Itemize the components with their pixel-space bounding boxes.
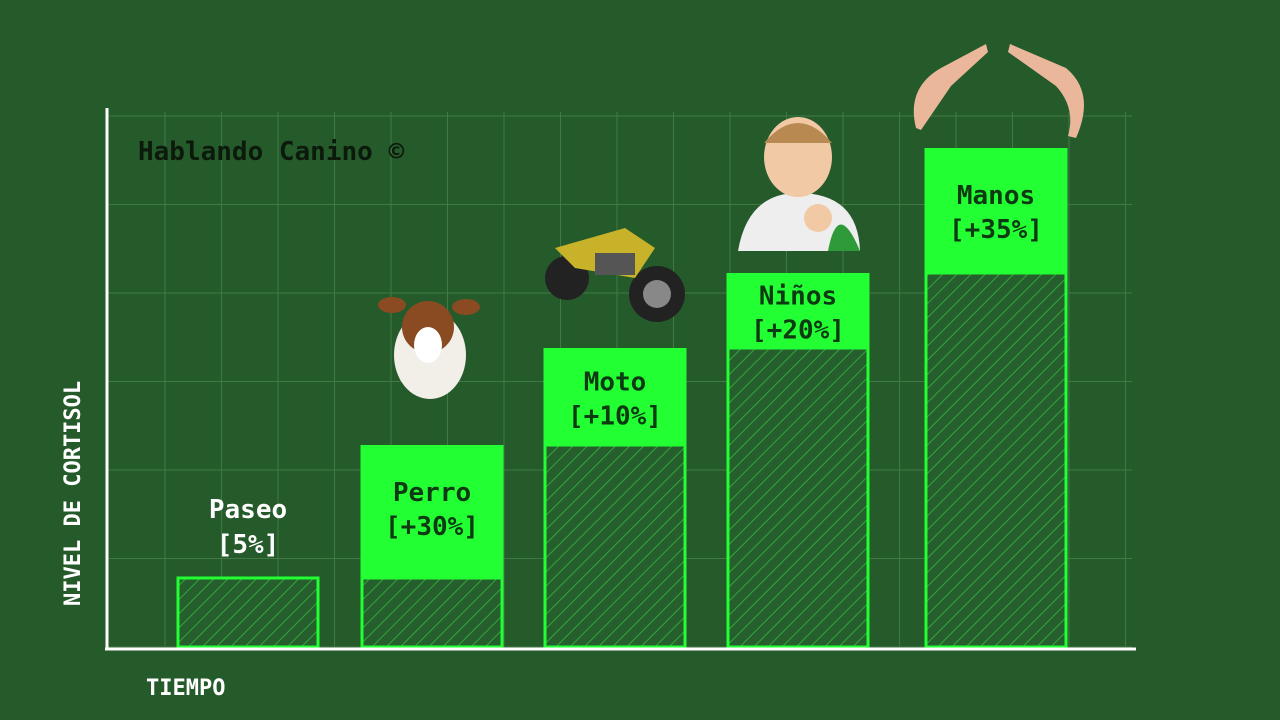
bar-moto: Moto [+10%] [543, 228, 687, 649]
bar-category-label: Moto [584, 368, 647, 398]
bar-base [924, 271, 1068, 649]
bar-increment [360, 445, 504, 578]
bar-value-label: [+30%] [385, 512, 479, 542]
bar-perro: Perro [+30%] [360, 297, 504, 649]
bar-value-label: [+35%] [949, 215, 1043, 245]
bar-base [726, 346, 870, 649]
bar-paseo: Paseo [5%] [176, 495, 320, 649]
bar-niños: Niños [+20%] [726, 117, 870, 649]
bar-base [360, 576, 504, 649]
baby-icon [738, 117, 860, 251]
bar-increment [726, 273, 870, 348]
bar-category-label: Niños [759, 282, 837, 312]
hands-icon [913, 44, 1084, 138]
bar-increment [543, 348, 687, 445]
x-axis-label: TIEMPO [146, 676, 225, 701]
bar-value-label: [+20%] [751, 316, 845, 346]
bar-manos: Manos [+35%] [913, 44, 1084, 649]
bar-category-label: Manos [957, 181, 1035, 211]
bar-category-label: Perro [393, 478, 471, 508]
bar-value-label: [5%] [217, 530, 280, 560]
bar-base [543, 443, 687, 649]
bars: Paseo [5%] Perro [+30%] Moto [+10%] Niños [+20%… [176, 44, 1084, 649]
y-axis-label: NIVEL DE CORTISOL [61, 381, 86, 606]
dog-icon [378, 297, 480, 399]
bar-value-label: [+10%] [568, 402, 662, 432]
bar-base [176, 576, 320, 649]
bar-category-label: Paseo [209, 495, 287, 525]
chart-title: Hablando Canino © [138, 137, 404, 167]
motorcycle-icon [545, 228, 685, 322]
bar-increment [924, 148, 1068, 273]
